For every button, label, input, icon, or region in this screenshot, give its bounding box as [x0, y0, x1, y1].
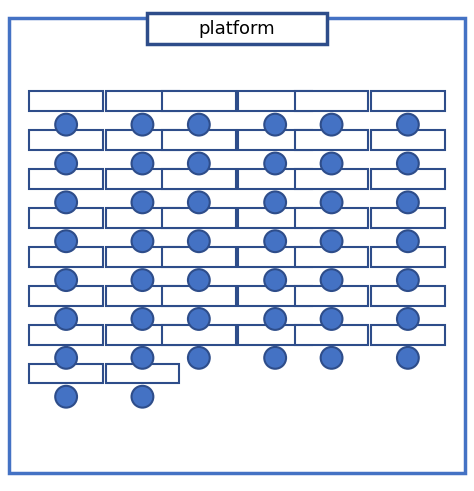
- FancyBboxPatch shape: [9, 18, 465, 473]
- Circle shape: [188, 347, 210, 369]
- Circle shape: [55, 386, 77, 408]
- Circle shape: [264, 114, 286, 136]
- Circle shape: [264, 153, 286, 174]
- Circle shape: [131, 347, 153, 369]
- Circle shape: [55, 347, 77, 369]
- Text: platform: platform: [199, 20, 275, 38]
- FancyBboxPatch shape: [106, 169, 179, 189]
- Circle shape: [264, 191, 286, 213]
- FancyBboxPatch shape: [29, 130, 103, 150]
- FancyBboxPatch shape: [162, 247, 236, 267]
- Circle shape: [264, 308, 286, 330]
- FancyBboxPatch shape: [371, 325, 445, 345]
- Circle shape: [55, 191, 77, 213]
- Circle shape: [188, 269, 210, 291]
- FancyBboxPatch shape: [147, 13, 327, 44]
- FancyBboxPatch shape: [162, 325, 236, 345]
- Circle shape: [55, 114, 77, 136]
- FancyBboxPatch shape: [295, 169, 368, 189]
- Circle shape: [397, 269, 419, 291]
- Circle shape: [320, 230, 342, 252]
- FancyBboxPatch shape: [29, 363, 103, 383]
- FancyBboxPatch shape: [106, 325, 179, 345]
- Circle shape: [131, 114, 153, 136]
- FancyBboxPatch shape: [106, 91, 179, 111]
- Circle shape: [320, 269, 342, 291]
- Circle shape: [131, 269, 153, 291]
- Circle shape: [188, 191, 210, 213]
- FancyBboxPatch shape: [238, 247, 312, 267]
- Circle shape: [55, 269, 77, 291]
- FancyBboxPatch shape: [238, 130, 312, 150]
- FancyBboxPatch shape: [295, 325, 368, 345]
- FancyBboxPatch shape: [106, 363, 179, 383]
- Circle shape: [188, 114, 210, 136]
- FancyBboxPatch shape: [106, 286, 179, 306]
- Circle shape: [397, 230, 419, 252]
- FancyBboxPatch shape: [295, 286, 368, 306]
- Circle shape: [397, 191, 419, 213]
- FancyBboxPatch shape: [371, 286, 445, 306]
- FancyBboxPatch shape: [106, 247, 179, 267]
- FancyBboxPatch shape: [238, 91, 312, 111]
- FancyBboxPatch shape: [29, 325, 103, 345]
- FancyBboxPatch shape: [371, 91, 445, 111]
- FancyBboxPatch shape: [295, 91, 368, 111]
- FancyBboxPatch shape: [162, 208, 236, 228]
- FancyBboxPatch shape: [29, 247, 103, 267]
- FancyBboxPatch shape: [29, 208, 103, 228]
- FancyBboxPatch shape: [162, 130, 236, 150]
- FancyBboxPatch shape: [106, 130, 179, 150]
- Circle shape: [320, 153, 342, 174]
- FancyBboxPatch shape: [371, 247, 445, 267]
- Circle shape: [264, 347, 286, 369]
- Circle shape: [397, 114, 419, 136]
- Circle shape: [320, 191, 342, 213]
- Circle shape: [264, 230, 286, 252]
- Circle shape: [397, 153, 419, 174]
- FancyBboxPatch shape: [238, 286, 312, 306]
- FancyBboxPatch shape: [371, 169, 445, 189]
- Circle shape: [264, 269, 286, 291]
- FancyBboxPatch shape: [238, 169, 312, 189]
- FancyBboxPatch shape: [295, 247, 368, 267]
- Circle shape: [188, 308, 210, 330]
- Circle shape: [131, 308, 153, 330]
- FancyBboxPatch shape: [238, 325, 312, 345]
- FancyBboxPatch shape: [238, 208, 312, 228]
- Circle shape: [320, 308, 342, 330]
- Circle shape: [131, 153, 153, 174]
- Circle shape: [55, 153, 77, 174]
- FancyBboxPatch shape: [162, 286, 236, 306]
- FancyBboxPatch shape: [29, 286, 103, 306]
- Circle shape: [131, 230, 153, 252]
- Circle shape: [188, 153, 210, 174]
- Circle shape: [188, 230, 210, 252]
- Circle shape: [320, 114, 342, 136]
- FancyBboxPatch shape: [106, 208, 179, 228]
- FancyBboxPatch shape: [295, 130, 368, 150]
- Circle shape: [131, 386, 153, 408]
- Circle shape: [131, 191, 153, 213]
- FancyBboxPatch shape: [162, 91, 236, 111]
- FancyBboxPatch shape: [371, 130, 445, 150]
- Circle shape: [320, 347, 342, 369]
- FancyBboxPatch shape: [295, 208, 368, 228]
- Circle shape: [397, 347, 419, 369]
- Circle shape: [397, 308, 419, 330]
- Circle shape: [55, 230, 77, 252]
- FancyBboxPatch shape: [29, 169, 103, 189]
- FancyBboxPatch shape: [371, 208, 445, 228]
- FancyBboxPatch shape: [29, 91, 103, 111]
- FancyBboxPatch shape: [162, 169, 236, 189]
- Circle shape: [55, 308, 77, 330]
